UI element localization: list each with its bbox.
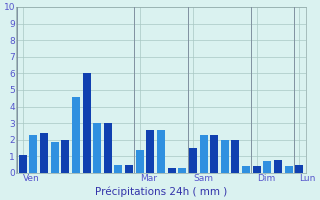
- Bar: [253, 166, 261, 173]
- Bar: [115, 165, 123, 173]
- Bar: [242, 166, 250, 173]
- Bar: [93, 123, 101, 173]
- Bar: [61, 140, 69, 173]
- Bar: [146, 130, 154, 173]
- Bar: [231, 140, 239, 173]
- Bar: [51, 142, 59, 173]
- Bar: [178, 168, 186, 173]
- Bar: [72, 97, 80, 173]
- Bar: [210, 135, 218, 173]
- Bar: [284, 166, 292, 173]
- Bar: [40, 133, 48, 173]
- Bar: [221, 140, 229, 173]
- Bar: [104, 123, 112, 173]
- Bar: [189, 148, 197, 173]
- Bar: [157, 130, 165, 173]
- Bar: [19, 155, 27, 173]
- Bar: [168, 168, 176, 173]
- Bar: [274, 160, 282, 173]
- Bar: [295, 165, 303, 173]
- Bar: [136, 150, 144, 173]
- Bar: [29, 135, 37, 173]
- X-axis label: Précipitations 24h ( mm ): Précipitations 24h ( mm ): [95, 186, 227, 197]
- Bar: [200, 135, 207, 173]
- Bar: [125, 165, 133, 173]
- Bar: [263, 161, 271, 173]
- Bar: [83, 73, 91, 173]
